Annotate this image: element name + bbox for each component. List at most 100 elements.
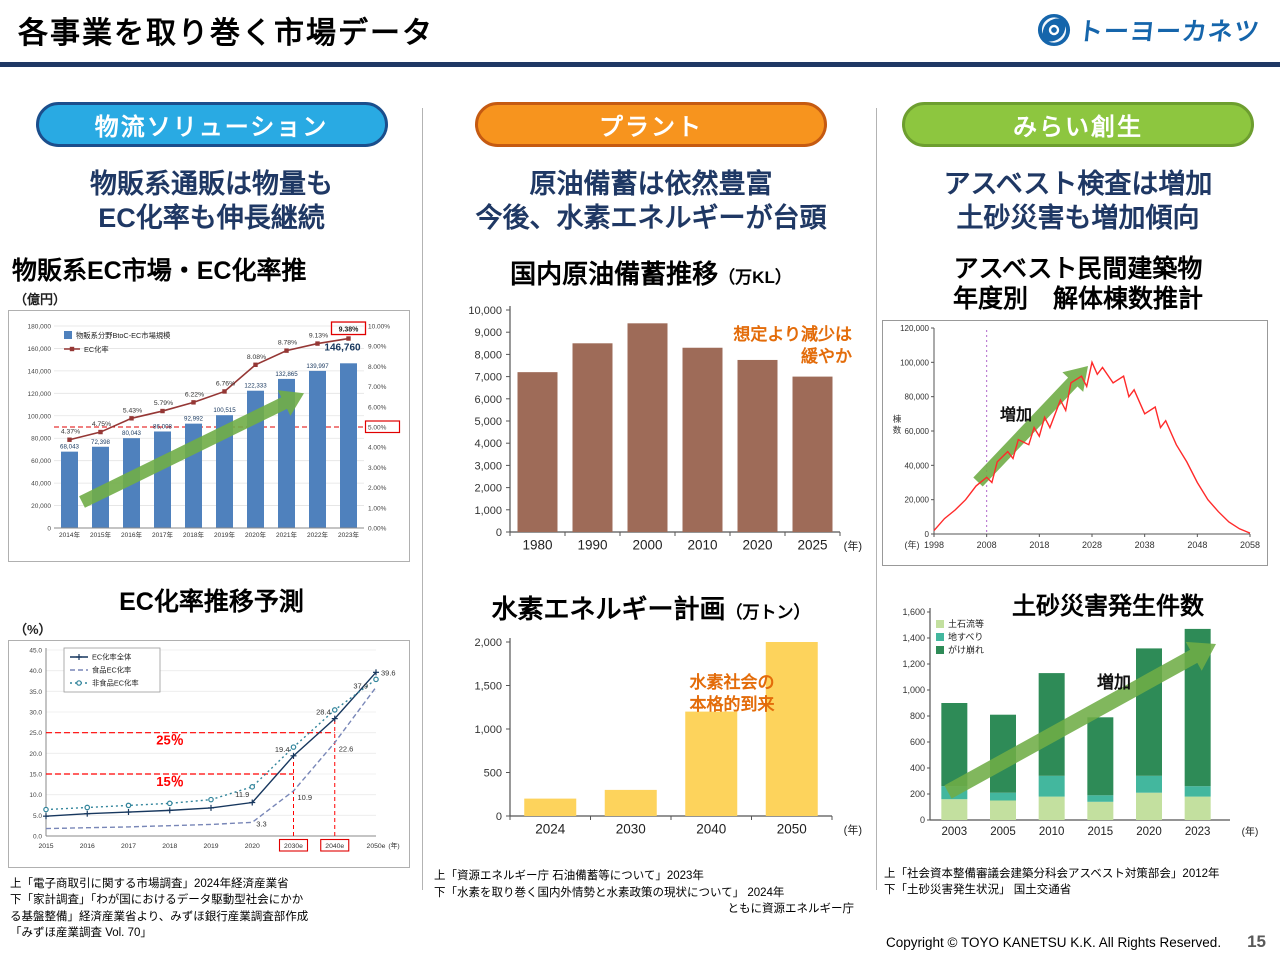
svg-text:6,000: 6,000	[474, 394, 502, 406]
chart-title-text: EC化率推移予測	[119, 587, 304, 616]
svg-text:1,000: 1,000	[474, 505, 502, 517]
chart-hydrogen-plan: 0 500 1,000 1,500 2,000 2024 2030 2040 2050 (年) 水素…	[432, 630, 870, 858]
headline-line: 原油備蓄は依然豊富	[529, 169, 773, 199]
svg-text:20.0: 20.0	[29, 751, 42, 758]
svg-text:30.0: 30.0	[29, 710, 42, 717]
svg-text:10.9: 10.9	[298, 793, 313, 802]
svg-text:2030: 2030	[616, 822, 646, 837]
svg-text:本格的到来: 本格的到来	[690, 694, 776, 714]
svg-text:(年): (年)	[388, 841, 399, 850]
svg-text:緩やか: 緩やか	[801, 346, 852, 366]
page-number: 15	[1247, 932, 1266, 951]
svg-text:5.00%: 5.00%	[368, 424, 387, 431]
svg-text:8,000: 8,000	[474, 349, 502, 361]
svg-text:40,000: 40,000	[905, 461, 930, 470]
column-plant: プラント 原油備蓄は依然豊富 今後、水素エネルギーが台頭 国内原油備蓄推移（万K…	[432, 100, 870, 917]
source-line: ともに資源エネルギー庁	[727, 903, 855, 916]
svg-text:9.38%: 9.38%	[339, 326, 360, 333]
headline-mirai: アスベスト検査は増加 土砂災害も増加傾向	[882, 167, 1274, 235]
svg-text:(年): (年)	[1242, 825, 1259, 838]
svg-text:4.75%: 4.75%	[92, 421, 111, 428]
headline-plant: 原油備蓄は依然豊富 今後、水素エネルギーが台頭	[432, 167, 870, 235]
svg-text:7.00%: 7.00%	[368, 384, 387, 391]
pill-plant-label: プラント	[599, 114, 703, 141]
svg-text:80,043: 80,043	[122, 430, 141, 437]
svg-text:132,865: 132,865	[275, 370, 298, 377]
svg-text:92,992: 92,992	[184, 415, 203, 422]
svg-text:1,600: 1,600	[902, 607, 925, 617]
svg-text:100,000: 100,000	[28, 413, 52, 420]
pill-plant: プラント	[475, 102, 827, 147]
svg-text:2010: 2010	[687, 537, 717, 552]
svg-text:3.3: 3.3	[256, 819, 266, 828]
svg-text:1998: 1998	[924, 540, 944, 550]
column-divider-1	[422, 108, 423, 890]
svg-text:1,000: 1,000	[474, 724, 502, 736]
company-logo: トーヨーカネツ	[1037, 12, 1261, 48]
svg-text:2025: 2025	[797, 537, 827, 552]
svg-text:2,000: 2,000	[474, 637, 502, 649]
svg-text:122,333: 122,333	[244, 382, 267, 389]
svg-text:(年): (年)	[844, 538, 862, 552]
svg-text:2015年: 2015年	[90, 530, 111, 539]
source-line: 下「水素を取り巻く国内外情勢と水素政策の現状について」 2024年	[434, 886, 785, 899]
chart-title-ec-forecast: EC化率推移予測	[8, 588, 415, 618]
svg-text:2040: 2040	[696, 822, 726, 837]
svg-text:2.00%: 2.00%	[368, 485, 387, 492]
svg-text:4,000: 4,000	[474, 438, 502, 450]
svg-text:100,000: 100,000	[900, 358, 929, 367]
svg-text:10.0: 10.0	[29, 792, 42, 799]
svg-text:25％: 25％	[156, 733, 183, 748]
svg-text:15.0: 15.0	[29, 772, 42, 779]
svg-text:2050e: 2050e	[367, 843, 386, 850]
svg-text:139,997: 139,997	[306, 362, 329, 369]
svg-text:8.78%: 8.78%	[278, 339, 297, 346]
title-divider	[0, 62, 1280, 67]
svg-text:9.13%: 9.13%	[309, 332, 328, 339]
svg-text:(年): (年)	[905, 539, 920, 550]
svg-text:160,000: 160,000	[28, 345, 52, 352]
svg-text:20,000: 20,000	[31, 503, 51, 510]
svg-text:400: 400	[910, 763, 925, 773]
chart-title-line: アスベスト民間建築物	[953, 255, 1203, 284]
svg-text:500: 500	[484, 768, 502, 780]
column-mirai: みらい創生 アスベスト検査は増加 土砂災害も増加傾向 アスベスト民間建築物 年度…	[882, 100, 1274, 899]
svg-text:土石流等: 土石流等	[948, 618, 984, 629]
svg-text:0.00%: 0.00%	[368, 525, 387, 532]
svg-text:2017年: 2017年	[152, 530, 173, 539]
chart-landslide-wrap: 土砂災害発生件数 0 200 400 600 800 1,000 1,200 1,400 1,6…	[882, 586, 1274, 858]
svg-text:0: 0	[496, 527, 502, 539]
svg-text:800: 800	[910, 711, 925, 721]
column-divider-2	[876, 108, 877, 890]
svg-text:60,000: 60,000	[905, 427, 930, 436]
source-line: 上「社会資本整備審議会建築分科会アスベスト対策部会」2012年	[884, 868, 1220, 881]
pill-logistics-label: 物流ソリューション	[94, 114, 329, 141]
chart-title-landslide: 土砂災害発生件数	[1012, 593, 1204, 621]
svg-text:5,000: 5,000	[474, 416, 502, 428]
svg-text:0: 0	[47, 525, 51, 532]
svg-text:2030e: 2030e	[284, 843, 303, 850]
svg-text:2021年: 2021年	[276, 530, 297, 539]
svg-text:3.00%: 3.00%	[368, 464, 387, 471]
chart-title-asbestos: アスベスト民間建築物 年度別 解体棟数推計	[882, 255, 1274, 314]
svg-text:5.0: 5.0	[33, 813, 42, 820]
svg-text:増加: 増加	[1000, 405, 1032, 424]
chart-ec-market: 0 20,000 40,000 60,000 80,000 100,000 120,000 1…	[8, 309, 415, 562]
svg-text:2019年: 2019年	[214, 530, 235, 539]
svg-text:2015: 2015	[38, 843, 53, 850]
svg-text:20,000: 20,000	[905, 496, 930, 505]
svg-text:40.0: 40.0	[29, 668, 42, 675]
sources-mirai: 上「社会資本整備審議会建築分科会アスベスト対策部会」2012年 下「土砂災害発生…	[882, 866, 1274, 899]
slide-header: 各事業を取り巻く市場データ トーヨーカネツ	[18, 8, 1262, 62]
chart-title-unit: （万トン）	[725, 602, 811, 622]
svg-text:1980: 1980	[522, 537, 552, 552]
source-line: る基盤整備」経済産業省より、みずほ銀行産業調査部作成	[10, 910, 309, 923]
svg-text:2018: 2018	[1029, 540, 1049, 550]
svg-text:がけ崩れ: がけ崩れ	[948, 644, 984, 655]
svg-text:120,000: 120,000	[900, 324, 929, 333]
sources-logistics: 上「電子商取引に関する市場調査」2024年経済産業省 下「家計調査」「わが国にお…	[8, 876, 415, 941]
svg-text:EC化率全体: EC化率全体	[92, 653, 132, 662]
source-line: 上「資源エネルギー庁 石油備蓄等について」2023年	[434, 870, 704, 883]
svg-text:物販系分野BtoC-EC市場規模: 物販系分野BtoC-EC市場規模	[76, 331, 171, 340]
